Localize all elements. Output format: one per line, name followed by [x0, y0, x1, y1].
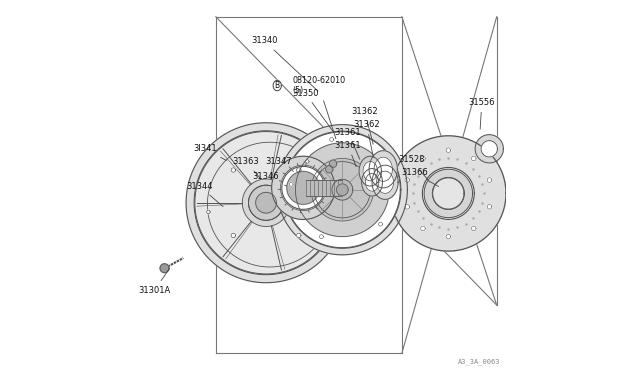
Polygon shape — [472, 226, 476, 231]
Polygon shape — [231, 168, 236, 172]
Polygon shape — [379, 222, 383, 226]
Polygon shape — [405, 178, 410, 182]
Polygon shape — [372, 165, 398, 199]
Polygon shape — [330, 160, 337, 167]
Text: 31556: 31556 — [468, 98, 495, 129]
Polygon shape — [420, 226, 425, 231]
Polygon shape — [284, 131, 401, 248]
Polygon shape — [296, 143, 389, 237]
Polygon shape — [207, 210, 210, 214]
Text: 31366: 31366 — [401, 169, 438, 186]
Text: A3_3A_0063: A3_3A_0063 — [458, 358, 500, 365]
Polygon shape — [405, 205, 410, 209]
Text: 31362: 31362 — [351, 107, 378, 144]
Polygon shape — [282, 166, 324, 209]
Polygon shape — [195, 132, 337, 274]
Polygon shape — [280, 165, 326, 211]
Polygon shape — [424, 169, 472, 218]
Polygon shape — [472, 156, 476, 161]
Polygon shape — [243, 179, 290, 227]
Polygon shape — [194, 131, 338, 275]
Polygon shape — [289, 182, 293, 186]
Polygon shape — [487, 205, 492, 209]
Text: 31347: 31347 — [266, 157, 294, 171]
Polygon shape — [337, 184, 348, 196]
Polygon shape — [287, 171, 320, 204]
Polygon shape — [332, 179, 353, 200]
Polygon shape — [481, 141, 497, 157]
Polygon shape — [390, 136, 506, 251]
Polygon shape — [305, 160, 309, 163]
Polygon shape — [420, 156, 425, 161]
Text: 31344: 31344 — [186, 182, 223, 206]
Text: 31363: 31363 — [232, 157, 260, 178]
Polygon shape — [160, 264, 169, 273]
Polygon shape — [284, 132, 400, 248]
Polygon shape — [307, 180, 342, 196]
Polygon shape — [296, 233, 301, 238]
Polygon shape — [446, 234, 451, 239]
Polygon shape — [186, 123, 346, 283]
Polygon shape — [326, 166, 333, 173]
Text: B: B — [275, 81, 280, 90]
Polygon shape — [369, 151, 397, 188]
Polygon shape — [311, 158, 374, 221]
Polygon shape — [363, 161, 378, 181]
Text: 08120-62010
(5): 08120-62010 (5) — [292, 76, 345, 139]
Text: 31362: 31362 — [353, 120, 380, 157]
Polygon shape — [273, 80, 282, 91]
Text: 31361: 31361 — [335, 141, 361, 167]
Text: 31346: 31346 — [253, 172, 287, 186]
Polygon shape — [296, 168, 301, 172]
Polygon shape — [376, 171, 394, 193]
Polygon shape — [271, 156, 335, 219]
Polygon shape — [248, 185, 284, 220]
Polygon shape — [374, 157, 392, 181]
Polygon shape — [362, 169, 383, 196]
Polygon shape — [277, 125, 408, 255]
Polygon shape — [365, 173, 379, 191]
Polygon shape — [385, 162, 389, 166]
Polygon shape — [475, 135, 504, 163]
Polygon shape — [319, 235, 323, 239]
Polygon shape — [255, 192, 276, 213]
Text: 31361: 31361 — [335, 128, 361, 159]
Polygon shape — [487, 178, 492, 182]
Polygon shape — [330, 138, 333, 141]
Text: 31350: 31350 — [292, 89, 333, 132]
Polygon shape — [248, 185, 284, 220]
Polygon shape — [433, 178, 464, 209]
Text: 31301A: 31301A — [138, 268, 171, 295]
Text: 3l341: 3l341 — [193, 144, 227, 160]
Polygon shape — [422, 167, 474, 219]
Polygon shape — [432, 177, 465, 209]
Polygon shape — [359, 156, 381, 186]
Polygon shape — [231, 233, 236, 238]
Text: 31340: 31340 — [251, 36, 318, 91]
Polygon shape — [446, 148, 451, 153]
Polygon shape — [314, 161, 371, 218]
Text: 31528: 31528 — [398, 155, 430, 182]
